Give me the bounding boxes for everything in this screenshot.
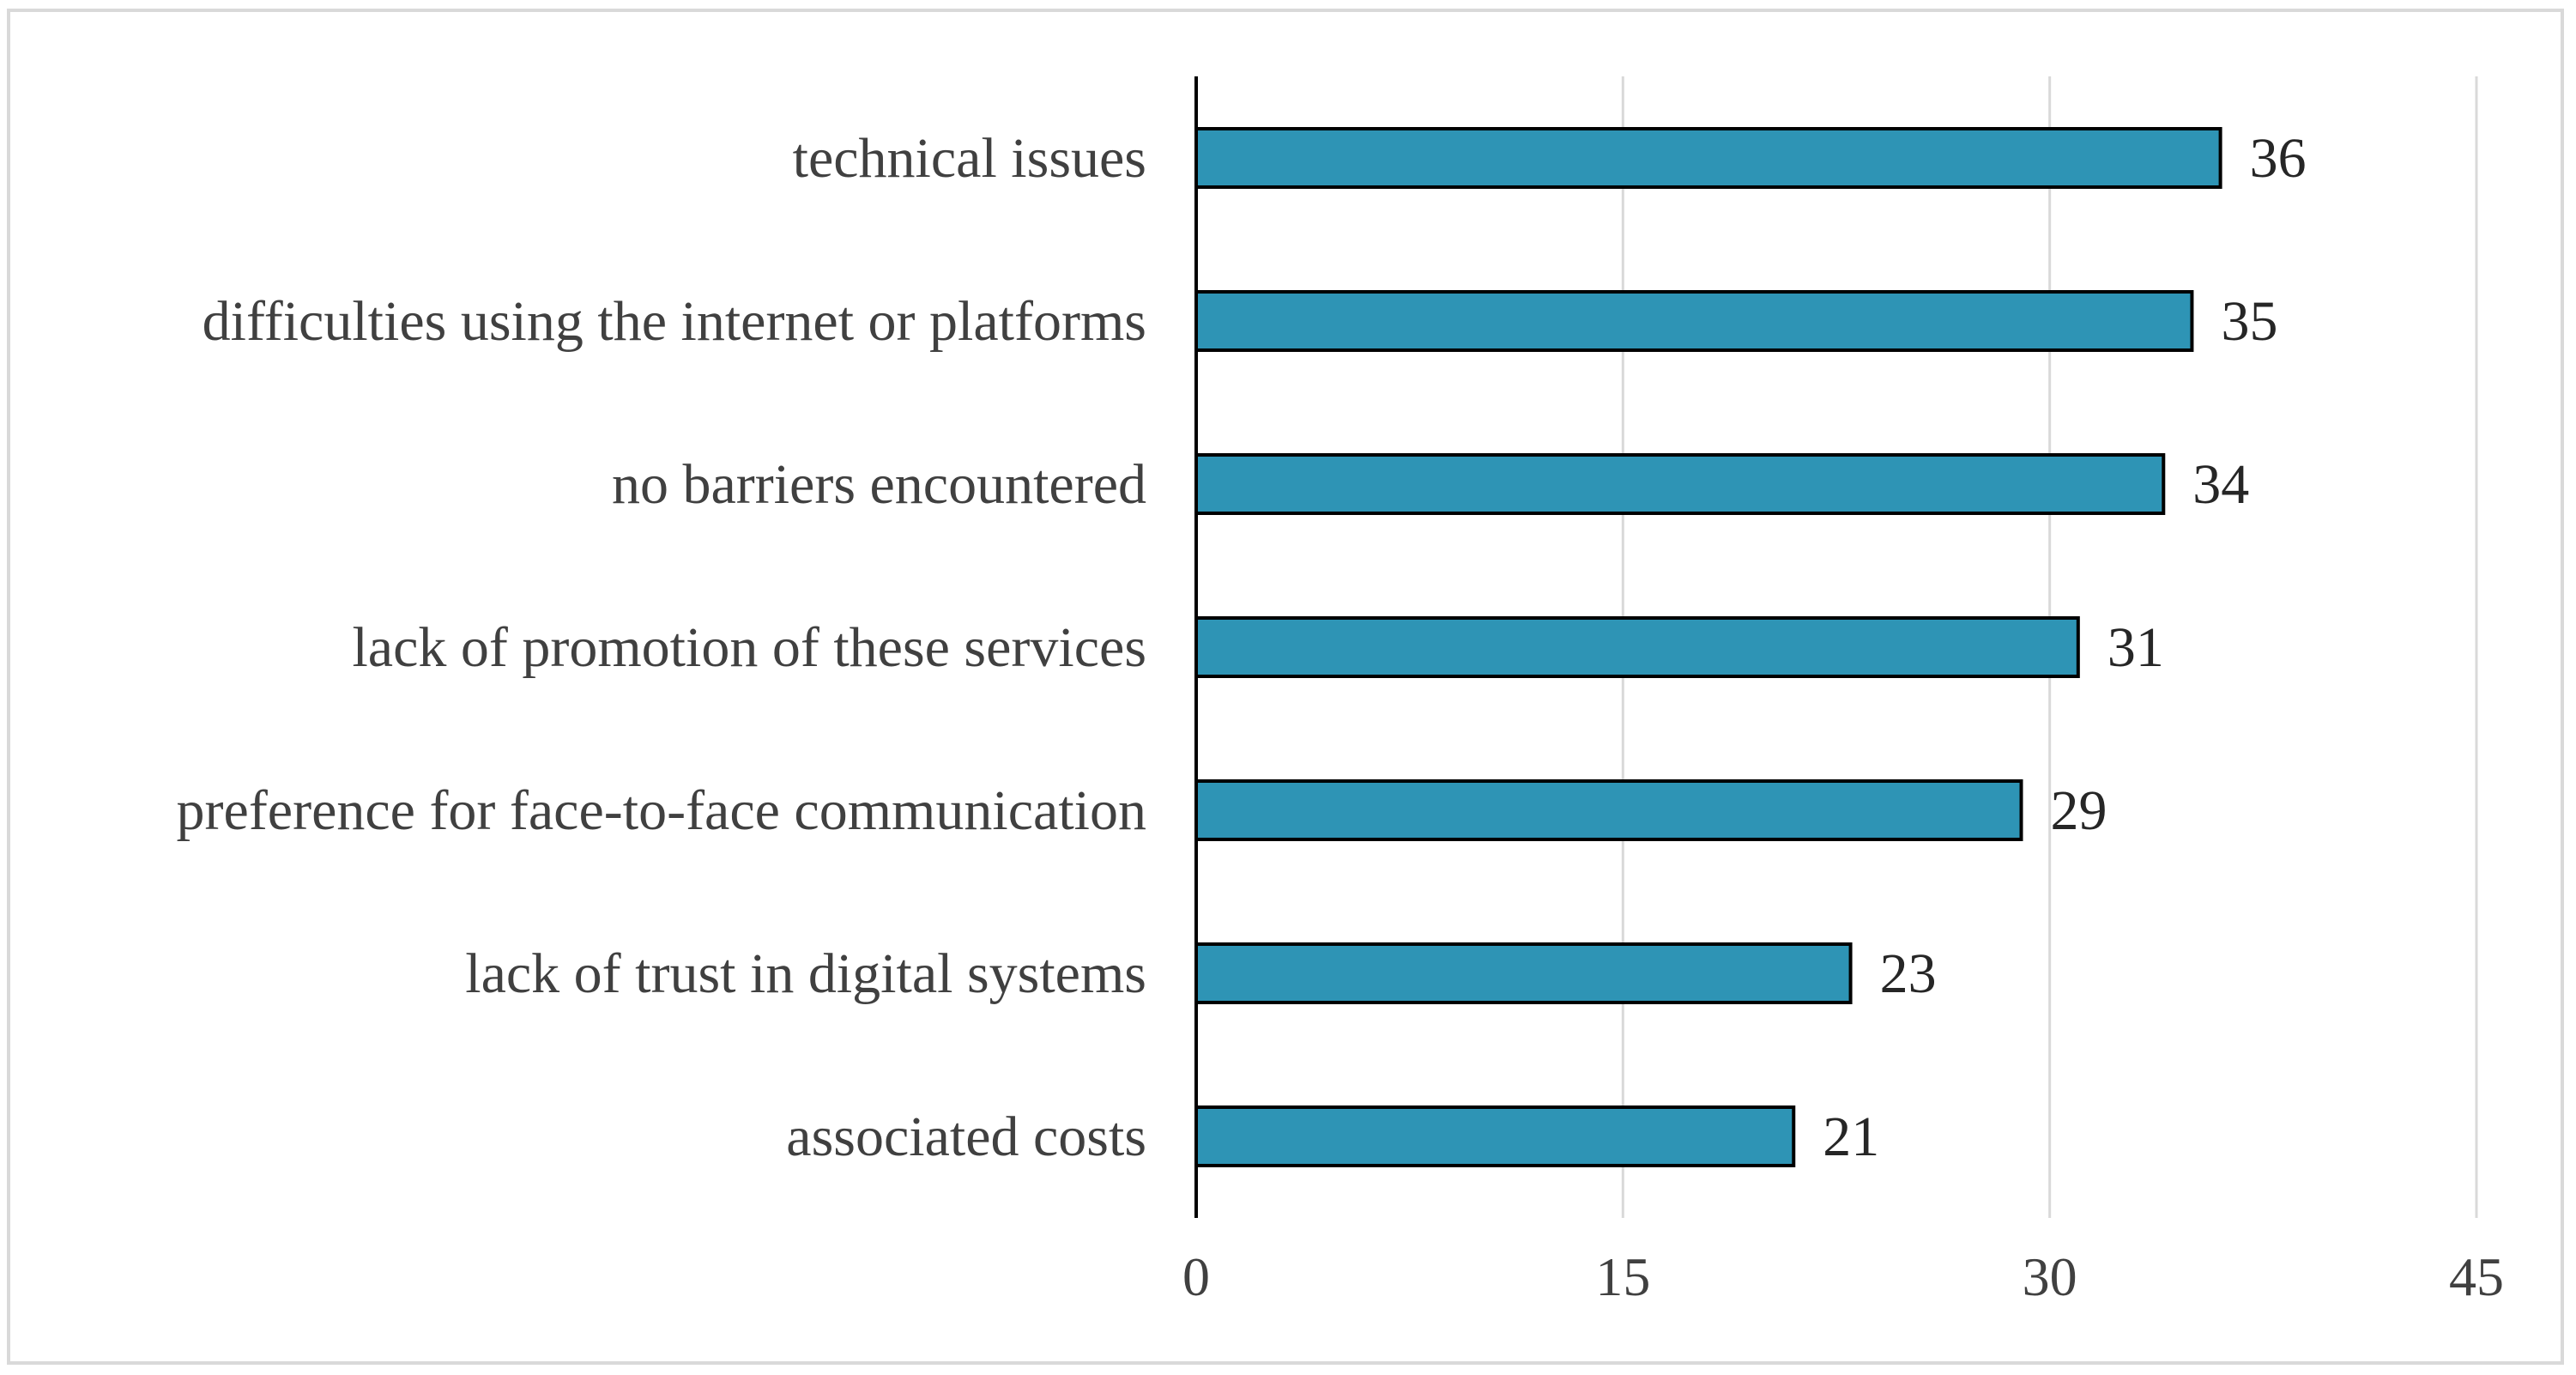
data-label-1: 36 — [2250, 127, 2307, 190]
category-label-4: lack of promotion of these services — [352, 616, 1146, 679]
bar-5 — [1194, 779, 2023, 841]
x-tick-label-30: 30 — [2023, 1246, 2077, 1307]
data-label-4: 31 — [2107, 616, 2164, 679]
category-label-6: lack of trust in digital systems — [465, 942, 1146, 1005]
data-label-5: 29 — [2051, 779, 2107, 842]
data-label-7: 21 — [1823, 1105, 1879, 1168]
bar-7 — [1194, 1105, 1796, 1167]
bar-3 — [1194, 453, 2166, 515]
bar-2 — [1194, 290, 2194, 352]
chart-frame: 36 technical issues 35 difficulties using t… — [7, 9, 2564, 1365]
labels: 36 technical issues 35 difficulties using t… — [177, 127, 2504, 1307]
bars — [1194, 127, 2222, 1167]
x-tick-label-15: 15 — [1595, 1246, 1650, 1307]
data-label-3: 34 — [2192, 453, 2249, 516]
x-tick-label-45: 45 — [2449, 1246, 2504, 1307]
x-tick-label-0: 0 — [1182, 1246, 1210, 1307]
category-label-3: no barriers encountered — [612, 453, 1146, 516]
bar-1 — [1194, 127, 2222, 189]
bar-6 — [1194, 942, 1853, 1004]
data-label-2: 35 — [2221, 290, 2277, 353]
category-label-7: associated costs — [786, 1105, 1146, 1168]
category-label-1: technical issues — [793, 127, 1146, 190]
bar-chart: 36 technical issues 35 difficulties using t… — [177, 76, 2504, 1307]
data-label-6: 23 — [1880, 942, 1937, 1005]
bar-4 — [1194, 616, 2080, 678]
category-label-5: preference for face-to-face communicatio… — [177, 779, 1146, 842]
category-label-2: difficulties using the internet or platf… — [203, 290, 1146, 353]
